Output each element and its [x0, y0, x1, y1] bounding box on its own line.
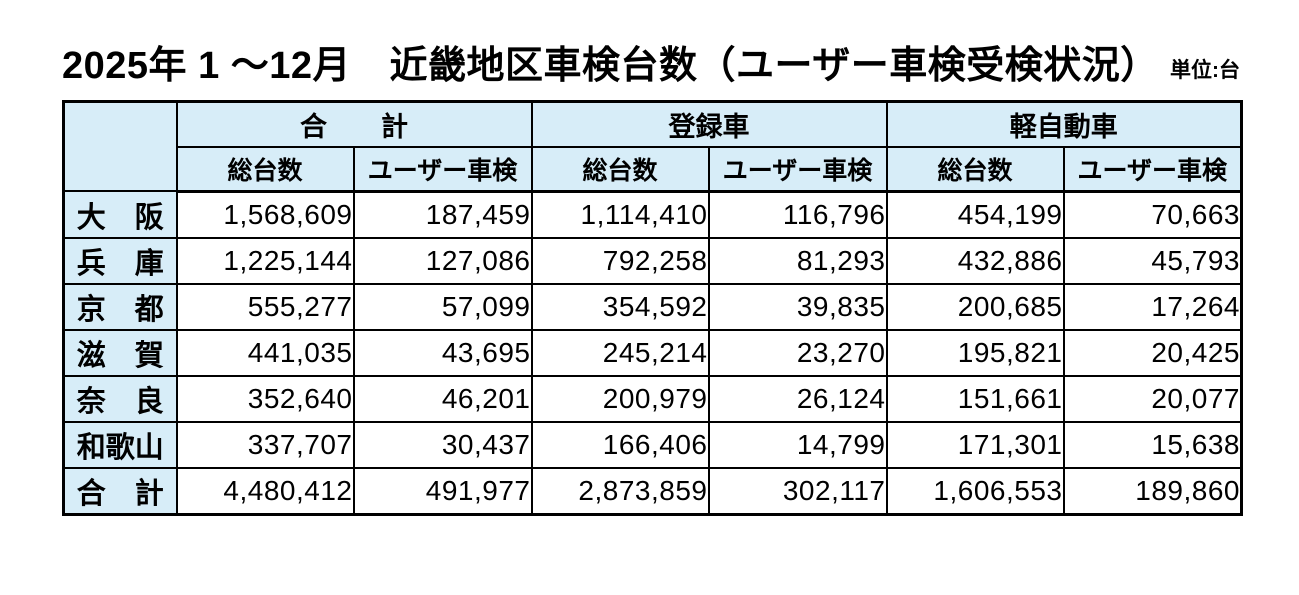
table-cell: 189,860 [1062, 466, 1243, 516]
table-cell: 81,293 [707, 236, 888, 285]
table-cell: 792,258 [530, 236, 710, 285]
table-row-shiga: 滋 賀 441,035 43,695 245,214 23,270 195,82… [62, 328, 1243, 377]
table-cell: 166,406 [530, 420, 710, 469]
row-label-hyogo: 兵 庫 [62, 236, 178, 285]
table-row-hyogo: 兵 庫 1,225,144 127,086 792,258 81,293 432… [62, 236, 1243, 285]
table-cell: 23,270 [707, 328, 888, 377]
table-cell: 441,035 [175, 328, 355, 377]
row-label-nara: 奈 良 [62, 374, 178, 423]
table-cell: 17,264 [1062, 282, 1243, 331]
vehicle-inspection-table: 合 計 登録車 軽自動車 総台数 ユーザー車検 総台数 ユーザー車検 総台数 ユ… [62, 99, 1243, 516]
table-cell: 30,437 [352, 420, 533, 469]
title-row: 2025年 1 ～12月 近畿地区車検台数（ユーザー車検受検状況） 単位:台 [62, 45, 1240, 88]
table-cell: 352,640 [175, 374, 355, 423]
table-cell: 245,214 [530, 328, 710, 377]
group-header-kei-cars: 軽自動車 [885, 100, 1243, 148]
table-row-nara: 奈 良 352,640 46,201 200,979 26,124 151,66… [62, 374, 1243, 423]
row-label-osaka: 大 阪 [62, 190, 178, 239]
table-cell: 491,977 [352, 466, 533, 516]
table-cell: 151,661 [885, 374, 1065, 423]
table-cell: 432,886 [885, 236, 1065, 285]
row-label-kyoto: 京 都 [62, 282, 178, 331]
table-cell: 45,793 [1062, 236, 1243, 285]
table-cell: 337,707 [175, 420, 355, 469]
row-label-shiga: 滋 賀 [62, 328, 178, 377]
table-cell: 39,835 [707, 282, 888, 331]
table-cell: 200,979 [530, 374, 710, 423]
table-cell: 1,225,144 [175, 236, 355, 285]
table-cell: 26,124 [707, 374, 888, 423]
table-cell: 454,199 [885, 190, 1065, 239]
sub-header-total-units: 総台数 [885, 145, 1065, 193]
table-cell: 171,301 [885, 420, 1065, 469]
table-cell: 20,077 [1062, 374, 1243, 423]
table-cell: 1,568,609 [175, 190, 355, 239]
table-cell: 187,459 [352, 190, 533, 239]
table-cell: 127,086 [352, 236, 533, 285]
sub-header-total-units: 総台数 [530, 145, 710, 193]
table-cell: 302,117 [707, 466, 888, 516]
table-cell: 43,695 [352, 328, 533, 377]
table-cell: 354,592 [530, 282, 710, 331]
sub-header-total-units: 総台数 [175, 145, 355, 193]
unit-label: 単位:台 [1170, 58, 1240, 82]
row-label-total: 合 計 [62, 466, 178, 516]
group-header-registered-cars: 登録車 [530, 100, 888, 148]
sub-header-user-shaken: ユーザー車検 [352, 145, 533, 193]
table-cell: 20,425 [1062, 328, 1243, 377]
group-header-total: 合 計 [175, 100, 533, 148]
sub-header-user-shaken: ユーザー車検 [1062, 145, 1243, 193]
table-cell: 195,821 [885, 328, 1065, 377]
table-cell: 200,685 [885, 282, 1065, 331]
table-row-osaka: 大 阪 1,568,609 187,459 1,114,410 116,796 … [62, 190, 1243, 239]
corner-cell [62, 100, 178, 193]
sub-header-user-shaken: ユーザー車検 [707, 145, 888, 193]
table-cell: 57,099 [352, 282, 533, 331]
group-header-row: 合 計 登録車 軽自動車 [62, 100, 1243, 193]
table-cell: 116,796 [707, 190, 888, 239]
table-cell: 14,799 [707, 420, 888, 469]
table-cell: 2,873,859 [530, 466, 710, 516]
table-cell: 70,663 [1062, 190, 1243, 239]
table-row-wakayama: 和歌山 337,707 30,437 166,406 14,799 171,30… [62, 420, 1243, 469]
table-cell: 1,114,410 [530, 190, 710, 239]
table-cell: 46,201 [352, 374, 533, 423]
table-cell: 555,277 [175, 282, 355, 331]
table-row-total: 合 計 4,480,412 491,977 2,873,859 302,117 … [62, 466, 1243, 516]
table-cell: 1,606,553 [885, 466, 1065, 516]
table-row-kyoto: 京 都 555,277 57,099 354,592 39,835 200,68… [62, 282, 1243, 331]
row-label-wakayama: 和歌山 [62, 420, 178, 469]
table-cell: 15,638 [1062, 420, 1243, 469]
page-title: 2025年 1 ～12月 近畿地区車検台数（ユーザー車検受検状況） [62, 45, 1159, 87]
table-cell: 4,480,412 [175, 466, 355, 516]
sub-header-row: 総台数 ユーザー車検 総台数 ユーザー車検 総台数 ユーザー車検 [64, 145, 1243, 193]
